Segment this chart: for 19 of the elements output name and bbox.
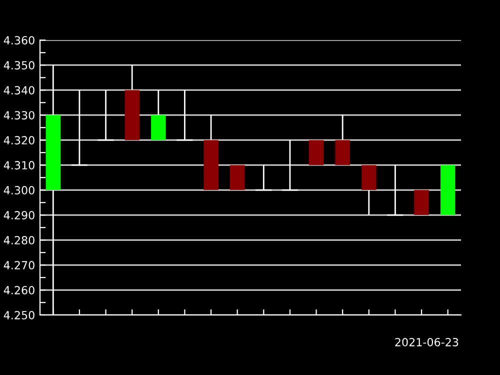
y-tick-label: 4.330 — [4, 111, 34, 120]
y-tick-label: 4.340 — [4, 86, 34, 94]
y-tick-label: 4.260 — [4, 286, 34, 294]
candlestick — [98, 89, 114, 141]
candlestick — [387, 164, 404, 216]
candlestick — [256, 164, 272, 191]
y-tick-label: 4.270 — [4, 261, 34, 270]
y-tick-label: 4.290 — [4, 211, 34, 220]
y-tick-label: 4.250 — [4, 310, 34, 320]
y-tick-label: 4.310 — [4, 161, 34, 170]
candlestick — [71, 89, 88, 166]
text: 2021-06-23 — [395, 338, 458, 346]
y-tick-label: 4.360 — [4, 36, 34, 45]
candlestick — [282, 139, 298, 191]
y-tick-label: 4.320 — [4, 136, 34, 144]
y-tick-label: 4.280 — [4, 236, 34, 244]
y-tick-label: 4.300 — [4, 186, 34, 194]
candlestick — [176, 89, 193, 141]
y-tick-label: 4.350 — [4, 61, 34, 70]
